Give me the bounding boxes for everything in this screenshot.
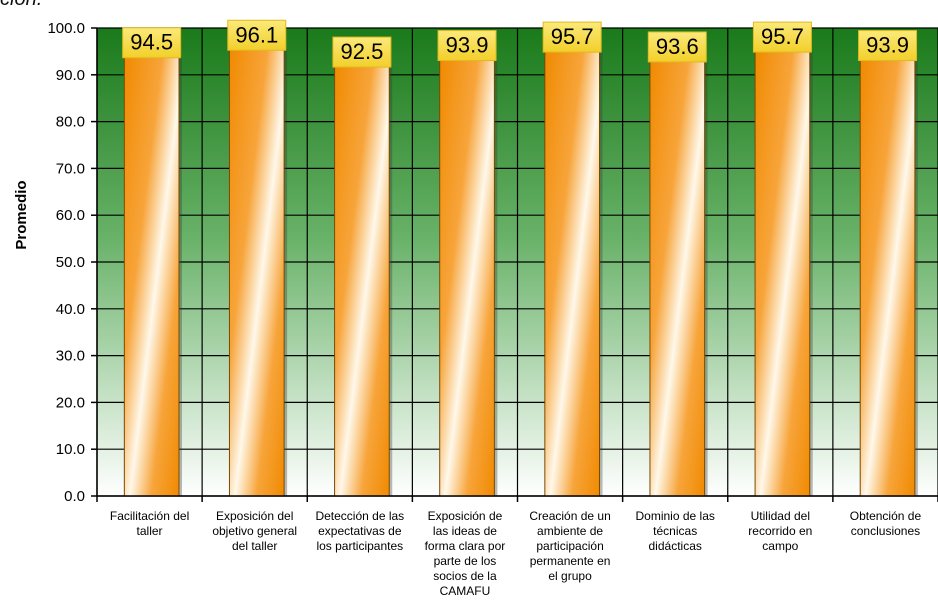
value-label-text: 92.5	[341, 39, 384, 64]
value-label-text: 93.9	[446, 33, 489, 58]
y-tick-label: 70.0	[56, 160, 85, 177]
value-label-text: 94.5	[130, 30, 173, 55]
y-tick-label: 100.0	[47, 20, 85, 37]
y-tick-label: 10.0	[56, 441, 85, 458]
x-category-label-line: socios de la	[433, 569, 497, 583]
value-label: 94.5	[122, 27, 182, 59]
y-tick-labels: 0.0 10.0 20.0 30.0 40.0 50.0 60.0 70.0 80.0 90.0 1…	[47, 20, 85, 505]
y-tick-label: 50.0	[56, 254, 85, 271]
bar	[123, 53, 182, 497]
value-label-box	[752, 21, 812, 53]
x-category-label-line: Facilitación del	[110, 509, 189, 523]
x-category-label-line: Exposición de	[428, 509, 503, 523]
value-label-box	[437, 30, 497, 62]
bar	[439, 56, 498, 497]
x-category-label-line: Creación de un	[529, 509, 610, 523]
bar	[649, 57, 708, 497]
value-label-text: 95.7	[761, 24, 804, 49]
x-category-label-line: permanente en	[530, 554, 611, 568]
x-category-label-line: recorrido en	[748, 524, 812, 538]
bar-body	[649, 57, 706, 497]
x-category-label: Creación de un ambiente de participación pe…	[529, 509, 610, 583]
x-category-label-line: conclusiones	[851, 524, 920, 538]
x-category-label-line: Utilidad del	[751, 509, 810, 523]
value-label: 93.9	[858, 30, 918, 62]
value-label-text: 93.6	[656, 34, 699, 59]
value-label: 96.1	[227, 19, 287, 51]
x-category-labels: Facilitación del taller Exposición del obje…	[110, 509, 922, 598]
bar-body	[228, 45, 285, 497]
x-category-label-line: técnicas	[653, 524, 697, 538]
value-label-box	[122, 27, 182, 59]
x-category-label-line: participación	[536, 539, 603, 553]
y-tick-label: 40.0	[56, 301, 85, 318]
x-category-label-line: los participantes	[316, 539, 403, 553]
bar-body	[334, 62, 390, 497]
bars	[123, 45, 918, 497]
bar-body	[859, 56, 916, 497]
bar-body	[544, 47, 600, 497]
y-tick-label: 90.0	[56, 67, 85, 84]
bar	[228, 45, 288, 497]
x-category-label: Obtención de conclusiones	[850, 509, 922, 538]
y-tick-label: 80.0	[56, 114, 85, 131]
x-category-label-line: parte de los	[434, 554, 497, 568]
value-label: 95.7	[752, 21, 812, 53]
value-label-text: 95.7	[551, 24, 594, 49]
x-category-label-line: Detección de las	[315, 509, 404, 523]
x-category-label: Dominio de las técnicas didácticas	[636, 509, 715, 553]
value-label: 92.5	[332, 36, 392, 68]
x-category-label-line: campo	[762, 539, 798, 553]
x-category-label-line: forma clara por	[425, 539, 506, 553]
bar-body	[123, 53, 180, 497]
x-category-label-line: CAMAFU	[440, 584, 491, 598]
value-label-text: 96.1	[235, 22, 278, 47]
x-category-label-line: Obtención de	[850, 509, 922, 523]
x-category-label-line: del taller	[232, 539, 277, 553]
x-category-label: Exposición del objetivo general del taller	[212, 509, 297, 553]
x-category-label-line: las ideas de	[433, 524, 497, 538]
value-label-text: 93.9	[866, 33, 909, 58]
x-category-label-line: didácticas	[649, 539, 702, 553]
x-category-label: Utilidad del recorrido en campo	[748, 509, 812, 553]
page-heading-fragment: ción.	[0, 0, 42, 11]
y-tick-label: 20.0	[56, 394, 85, 411]
bar	[334, 62, 393, 497]
value-label-box	[227, 19, 287, 51]
bar	[754, 47, 813, 497]
x-category-label-line: Dominio de las	[636, 509, 715, 523]
y-tick-label: 30.0	[56, 348, 85, 365]
x-category-label-line: ambiente de	[537, 524, 603, 538]
x-category-label-line: objetivo general	[212, 524, 297, 538]
y-tick-label: 0.0	[64, 488, 85, 505]
x-category-label: Exposición de las ideas de forma clara por…	[425, 509, 506, 598]
x-category-label-line: Exposición del	[216, 509, 293, 523]
bar	[544, 47, 603, 497]
value-label: 93.9	[437, 30, 497, 62]
y-axis-title: Promedio	[13, 180, 30, 249]
value-label: 95.7	[542, 21, 602, 53]
bar	[859, 56, 918, 497]
value-label-box	[542, 21, 602, 53]
value-label-box	[332, 36, 392, 68]
value-label: 93.6	[647, 31, 707, 63]
x-category-label-line: taller	[137, 524, 163, 538]
x-category-label-line: expectativas de	[318, 524, 402, 538]
axes	[91, 27, 938, 502]
y-tick-label: 60.0	[56, 207, 85, 224]
x-category-label-line: el grupo	[548, 569, 592, 583]
bar-body	[754, 47, 811, 497]
bar-body	[439, 56, 495, 497]
x-category-label: Facilitación del taller	[110, 509, 189, 538]
x-category-label: Detección de las expectativas de los parti…	[315, 509, 404, 553]
value-label-box	[858, 30, 918, 62]
value-label-box	[647, 31, 707, 63]
value-labels: 94.5 96.1 92.5 93.9 95.7 93.6 95.7 93.9	[122, 19, 918, 68]
